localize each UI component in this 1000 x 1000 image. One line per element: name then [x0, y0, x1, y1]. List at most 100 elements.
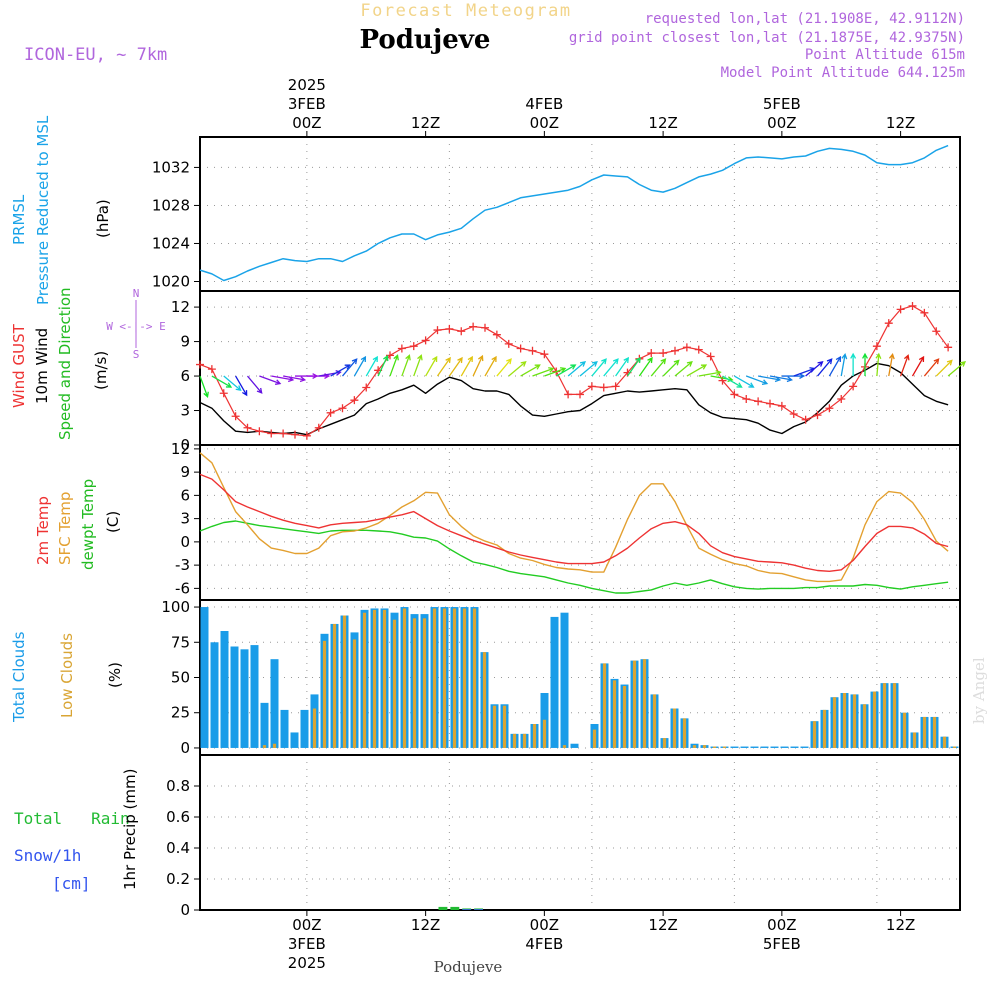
wind-gust-marker	[255, 427, 264, 436]
wind-gust-marker	[837, 395, 846, 404]
wind-direction-arrow	[567, 361, 587, 377]
wind-gust-marker	[421, 336, 430, 345]
wind-frame	[199, 290, 961, 446]
total-cloud-bar	[760, 746, 769, 748]
wind-gust-marker	[362, 383, 371, 392]
rain-bar	[438, 906, 448, 910]
pressure-ytick-label: 1020	[152, 272, 190, 290]
top-time-label: 00Z	[530, 114, 559, 132]
wind-label-10m: 10m Wind	[33, 328, 51, 404]
top-time-label: 00Z	[767, 114, 796, 132]
wind-gust-marker	[445, 324, 454, 333]
low-cloud-bar	[952, 746, 957, 748]
wind-direction-arrow	[389, 354, 399, 377]
wind-direction-arrow	[746, 375, 769, 385]
wind-gust-marker	[896, 305, 905, 314]
wind-ytick-label: 6	[180, 367, 190, 385]
rain-bar	[450, 906, 460, 910]
requested-coords: requested lon,lat (21.1908E, 42.9112N)	[645, 11, 965, 27]
bottom-time-label: 00Z	[530, 916, 559, 934]
low-cloud-bar	[272, 743, 277, 748]
temp-label-2m: 2m Temp	[34, 496, 52, 565]
wind-gust-line	[199, 305, 949, 437]
wind-direction-arrow	[817, 358, 833, 377]
model-label: ICON-EU, ~ 7km	[24, 45, 167, 65]
wind-direction-arrow	[318, 370, 342, 377]
temp-frame	[199, 444, 961, 601]
wind-gust-marker	[884, 319, 893, 328]
wind-direction-arrow	[496, 358, 512, 377]
wind-gust-marker	[576, 390, 584, 399]
low-cloud-bar	[832, 697, 837, 748]
low-cloud-bar	[452, 608, 457, 748]
low-cloud-bar	[902, 712, 907, 748]
temp-ytick-label: -6	[175, 579, 190, 597]
total-cloud-bar	[570, 743, 579, 748]
low-cloud-bar	[672, 708, 677, 748]
wind-gust-marker	[849, 382, 858, 391]
temp-label-sfc: SFC Temp	[56, 492, 74, 565]
wind-gust-marker	[409, 342, 418, 351]
wind-gust-marker	[599, 383, 608, 392]
wind-gust-marker	[326, 408, 335, 417]
wind-gust-marker	[789, 409, 798, 418]
wind-direction-arrow	[425, 355, 438, 377]
low-cloud-bar	[422, 618, 427, 748]
clouds-ytick-label: 100	[161, 598, 190, 616]
wind-gust-marker	[706, 352, 715, 361]
wind-direction-arrow	[662, 359, 680, 377]
wind-gust-marker	[540, 350, 549, 359]
wind-gust-marker	[647, 349, 656, 358]
wind-direction-arrow	[436, 356, 451, 377]
wind-direction-arrow	[508, 361, 527, 377]
top-time-label: 12Z	[886, 114, 915, 132]
total-cloud-bar	[250, 645, 259, 748]
clouds-ytick-label: 75	[171, 633, 190, 651]
wind-gust-marker	[291, 430, 299, 439]
low-cloud-bar	[462, 608, 467, 748]
wind-direction-arrow	[781, 373, 806, 380]
compass-s: S	[133, 348, 140, 361]
pressure-unit: (hPa)	[94, 199, 112, 238]
total-cloud-bar	[200, 607, 209, 748]
low-cloud-bar	[542, 719, 547, 748]
low-cloud-bar	[512, 733, 517, 748]
low-cloud-bar	[942, 736, 947, 748]
wind-gust-marker	[481, 323, 489, 332]
pressure-panel: 1020 1024 1028 1032	[152, 136, 961, 292]
precip-label-snow: Snow/1h	[14, 846, 81, 865]
wind-panel: 0 3 6 9 12	[171, 290, 967, 454]
wind-direction-arrow	[947, 361, 967, 377]
low-cloud-bar	[932, 716, 937, 748]
low-cloud-bar	[402, 608, 407, 748]
precip-ytick-label: 0	[180, 901, 190, 919]
wind-unit: (m/s)	[92, 351, 110, 390]
bottom-time-label: 5FEB	[763, 935, 801, 953]
wind-gust-marker	[231, 412, 240, 421]
wind-gust-marker	[694, 345, 703, 354]
wind-direction-arrow	[247, 375, 263, 394]
pressure-frame	[199, 136, 961, 292]
wind-gust-marker	[908, 301, 917, 310]
low-cloud-bar	[712, 746, 717, 748]
wind-direction-arrow	[199, 375, 209, 398]
wind-gust-marker	[801, 415, 810, 424]
bottom-time-label: 12Z	[886, 916, 915, 934]
wind-direction-arrow	[900, 354, 910, 377]
wind-direction-arrow	[555, 364, 577, 377]
wind-label-dir: Speed and Direction	[56, 287, 74, 440]
wind-gust-marker	[492, 330, 501, 339]
low-cloud-bar	[412, 618, 417, 748]
total-cloud-bar	[260, 702, 269, 748]
wind-direction-arrow	[353, 355, 367, 377]
low-cloud-bar	[352, 639, 357, 748]
wind-direction-arrow	[734, 375, 755, 388]
location-title: Podujeve	[360, 25, 491, 55]
bottom-time-label: 00Z	[292, 916, 321, 934]
low-cloud-bar	[702, 745, 707, 748]
wind-direction-arrow	[532, 367, 555, 377]
wind-gust-marker	[528, 346, 537, 355]
low-cloud-bar	[592, 729, 597, 748]
precip-side-labels: Total Rain Snow/1h [cm] 1hr Precip (mm)	[14, 769, 139, 893]
